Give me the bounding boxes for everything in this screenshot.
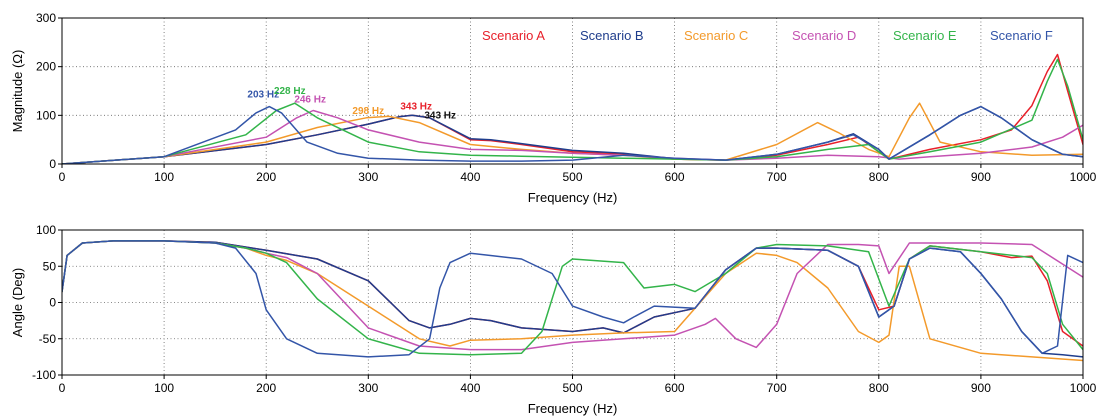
x-tick-label: 0 — [59, 381, 66, 395]
x-tick-label: 800 — [869, 381, 889, 395]
legend: Scenario A Scenario B Scenario C Scenario D… — [482, 28, 1053, 43]
legend-entry: Scenario B — [580, 28, 644, 43]
series-group — [62, 240, 1083, 362]
y-tick-label: 100 — [36, 108, 56, 122]
x-tick-label: 100 — [154, 381, 174, 395]
angle-chart: 0 100 200 300 400 500 600 700 800 900 1000 -100 -50 0… — [10, 223, 1097, 416]
legend-entry: Scenario D — [792, 28, 856, 43]
y-tick-label: -100 — [32, 368, 56, 382]
x-tick-label: 200 — [256, 381, 276, 395]
x-tick-label: 500 — [562, 381, 582, 395]
legend-entry: Scenario F — [990, 28, 1053, 43]
y-tick-label: 0 — [49, 296, 56, 310]
x-tick-label: 700 — [767, 170, 787, 184]
y-axis-label: Magnitude (Ω) — [10, 50, 25, 133]
x-tick-label: 700 — [767, 381, 787, 395]
y-tick-label: 300 — [36, 11, 56, 25]
y-tick-label: 50 — [43, 259, 57, 273]
x-tick-label: 300 — [358, 170, 378, 184]
legend-entry: Scenario E — [893, 28, 957, 43]
series-line-scenario-d — [62, 240, 1083, 351]
series-line-scenario-e — [62, 240, 1083, 356]
x-tick-label: 400 — [460, 381, 480, 395]
x-tick-label: 600 — [665, 381, 685, 395]
series-line-scenario-e — [62, 58, 1083, 164]
x-tick-label: 300 — [358, 381, 378, 395]
y-tick-label: 0 — [49, 157, 56, 171]
magnitude-chart: 0 100 200 300 400 500 600 700 800 900 1000 0 100 200 3… — [10, 11, 1097, 205]
x-axis-label: Frequency (Hz) — [528, 190, 618, 205]
x-tick-label: 200 — [256, 170, 276, 184]
series-group — [62, 53, 1083, 164]
x-tick-label: 600 — [665, 170, 685, 184]
x-tick-label: 900 — [971, 381, 991, 395]
series-line-scenario-f — [62, 105, 1083, 164]
y-tick-label: -50 — [39, 332, 57, 346]
peak-annotation: 343 Hz — [400, 101, 432, 112]
legend-entry: Scenario C — [684, 28, 748, 43]
x-tick-label: 1000 — [1070, 381, 1097, 395]
y-tick-label: 100 — [36, 223, 56, 237]
x-tick-label: 1000 — [1070, 170, 1097, 184]
peak-annotation: 246 Hz — [294, 94, 326, 105]
legend-entry: Scenario A — [482, 28, 545, 43]
peak-annotation: 343 Hz — [424, 110, 456, 121]
grid — [62, 18, 1083, 164]
x-tick-label: 800 — [869, 170, 889, 184]
peak-annotation: 298 Hz — [352, 106, 384, 117]
x-tick-label: 100 — [154, 170, 174, 184]
y-tick-label: 200 — [36, 60, 56, 74]
x-tick-label: 500 — [562, 170, 582, 184]
x-axis-label: Frequency (Hz) — [528, 401, 618, 416]
peak-annotation: 228 Hz — [274, 86, 306, 97]
x-tick-label: 900 — [971, 170, 991, 184]
y-axis-label: Angle (Deg) — [10, 268, 25, 337]
grid — [62, 230, 1083, 375]
series-line-scenario-f — [62, 240, 1083, 358]
x-tick-label: 400 — [460, 170, 480, 184]
x-tick-label: 0 — [59, 170, 66, 184]
peak-annotation: 203 Hz — [247, 90, 279, 101]
